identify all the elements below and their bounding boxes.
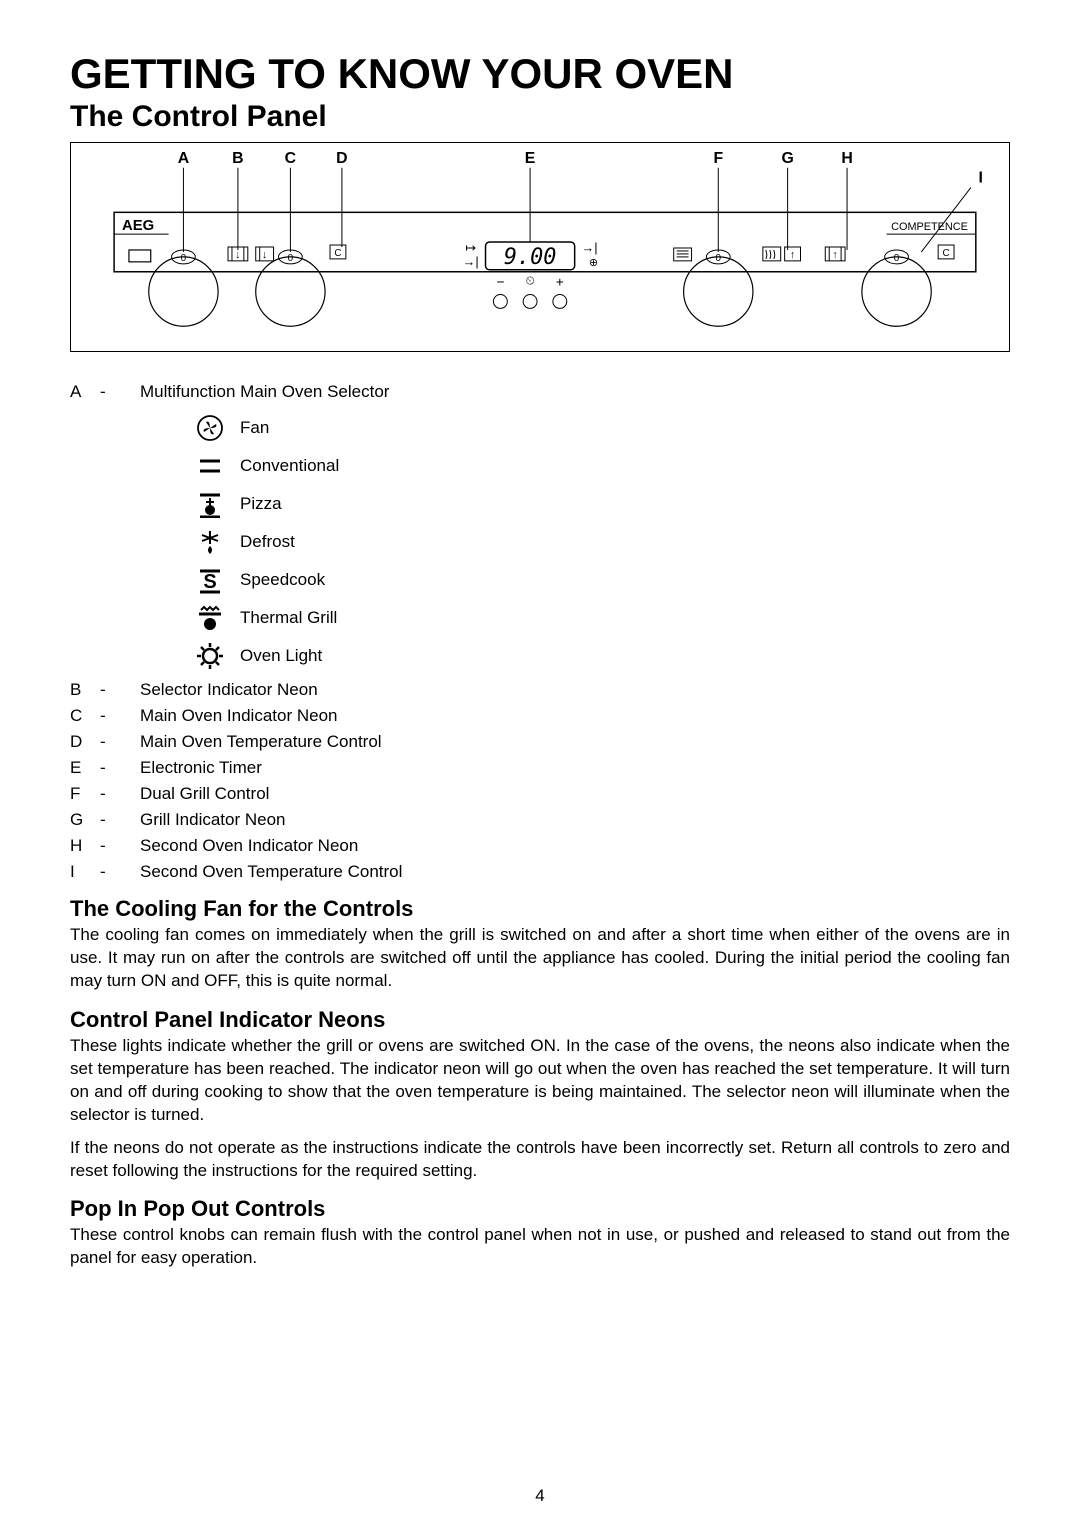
icon-row-speedcook: S Speedcook bbox=[70, 566, 1010, 594]
legend-row-i: I-Second Oven Temperature Control bbox=[70, 862, 1010, 882]
icon-fan-label: Fan bbox=[240, 418, 269, 438]
pop-heading: Pop In Pop Out Controls bbox=[70, 1196, 1010, 1222]
speedcook-icon: S bbox=[196, 566, 224, 594]
knob-f-zero: 0 bbox=[716, 253, 722, 264]
legend-f-text: Dual Grill Control bbox=[140, 784, 269, 804]
legend-c-letter: C bbox=[70, 706, 100, 726]
panel-svg: A B C D E F G H I AEG COMPETENCE 0 ↓ 0 bbox=[71, 143, 1009, 351]
dash: - bbox=[100, 836, 140, 856]
page-subtitle: The Control Panel bbox=[70, 100, 1010, 134]
conventional-icon bbox=[196, 452, 224, 480]
legend-row-f: F-Dual Grill Control bbox=[70, 784, 1010, 804]
legend-e-letter: E bbox=[70, 758, 100, 778]
svg-text:⏲: ⏲ bbox=[525, 274, 534, 288]
control-panel-diagram: A B C D E F G H I AEG COMPETENCE 0 ↓ 0 bbox=[70, 142, 1010, 352]
legend-i-letter: I bbox=[70, 862, 100, 882]
brand-text: AEG bbox=[122, 218, 154, 234]
label-i: I bbox=[979, 170, 983, 187]
dash: - bbox=[100, 862, 140, 882]
icon-conventional-label: Conventional bbox=[240, 456, 339, 476]
legend-i-text: Second Oven Temperature Control bbox=[140, 862, 402, 882]
legend-a-text: Multifunction Main Oven Selector bbox=[140, 382, 389, 402]
legend-row-c: C-Main Oven Indicator Neon bbox=[70, 706, 1010, 726]
legend-c-text: Main Oven Indicator Neon bbox=[140, 706, 338, 726]
thermal-grill-icon bbox=[196, 604, 224, 632]
label-e: E bbox=[525, 150, 536, 167]
legend-row-h: H-Second Oven Indicator Neon bbox=[70, 836, 1010, 856]
oven-light-icon bbox=[196, 642, 224, 670]
legend-row-g: G-Grill Indicator Neon bbox=[70, 810, 1010, 830]
label-f: F bbox=[713, 150, 723, 167]
svg-text:→|: →| bbox=[463, 254, 479, 269]
legend-h-text: Second Oven Indicator Neon bbox=[140, 836, 358, 856]
temp-c-label-d: C bbox=[334, 248, 341, 259]
svg-text:↦: ↦ bbox=[465, 240, 476, 255]
indicator-g-icon: ↑ bbox=[790, 249, 795, 261]
legend-h-letter: H bbox=[70, 836, 100, 856]
legend-a-letter: A bbox=[70, 382, 100, 402]
legend-f-letter: F bbox=[70, 784, 100, 804]
pop-body: These control knobs can remain flush wit… bbox=[70, 1224, 1010, 1270]
pizza-icon bbox=[196, 490, 224, 518]
legend-row-e: E-Electronic Timer bbox=[70, 758, 1010, 778]
legend-g-text: Grill Indicator Neon bbox=[140, 810, 286, 830]
dash: - bbox=[100, 784, 140, 804]
legend-d-text: Main Oven Temperature Control bbox=[140, 732, 382, 752]
legend-e-text: Electronic Timer bbox=[140, 758, 262, 778]
svg-text:→|: →| bbox=[581, 240, 597, 255]
dash: - bbox=[100, 680, 140, 700]
label-g: G bbox=[781, 150, 793, 167]
icon-pizza-label: Pizza bbox=[240, 494, 282, 514]
label-c: C bbox=[285, 150, 296, 167]
legend-row-d: D-Main Oven Temperature Control bbox=[70, 732, 1010, 752]
competence-text: COMPETENCE bbox=[891, 221, 968, 233]
timer-plus-icon: + bbox=[556, 274, 564, 290]
timer-minus-icon: − bbox=[496, 274, 504, 290]
icon-speedcook-label: Speedcook bbox=[240, 570, 325, 590]
dash: - bbox=[100, 706, 140, 726]
indicator-h-icon: ↑ bbox=[832, 249, 837, 261]
icon-row-fan: Fan bbox=[70, 414, 1010, 442]
knob-c-zero: 0 bbox=[288, 253, 294, 264]
neons-body-2: If the neons do not operate as the instr… bbox=[70, 1137, 1010, 1183]
svg-text:⊕: ⊕ bbox=[589, 257, 598, 269]
temp-c-label-i: C bbox=[943, 248, 950, 259]
indicator-b-icon: ↓ bbox=[235, 249, 240, 261]
legend-b-text: Selector Indicator Neon bbox=[140, 680, 318, 700]
icon-row-thermal: Thermal Grill bbox=[70, 604, 1010, 632]
defrost-icon bbox=[196, 528, 224, 556]
dash: - bbox=[100, 810, 140, 830]
icon-row-conventional: Conventional bbox=[70, 452, 1010, 480]
knob-a-zero: 0 bbox=[181, 253, 187, 264]
indicator-c-icon: ↓ bbox=[262, 249, 267, 261]
timer-display: 9.00 bbox=[504, 245, 556, 270]
dash: - bbox=[100, 732, 140, 752]
legend-a-dash: - bbox=[100, 382, 140, 402]
legend-b-letter: B bbox=[70, 680, 100, 700]
legend-row-b: B-Selector Indicator Neon bbox=[70, 680, 1010, 700]
label-b: B bbox=[232, 150, 243, 167]
svg-text:S: S bbox=[203, 571, 216, 593]
legend-a-row: A - Multifunction Main Oven Selector bbox=[70, 382, 1010, 402]
cooling-heading: The Cooling Fan for the Controls bbox=[70, 896, 1010, 922]
fan-icon bbox=[196, 414, 224, 442]
cooling-body: The cooling fan comes on immediately whe… bbox=[70, 924, 1010, 993]
icon-row-defrost: Defrost bbox=[70, 528, 1010, 556]
icon-light-label: Oven Light bbox=[240, 646, 322, 666]
label-h: H bbox=[841, 150, 852, 167]
knob-i-zero: 0 bbox=[894, 253, 900, 264]
neons-body-1: These lights indicate whether the grill … bbox=[70, 1035, 1010, 1127]
icon-thermal-label: Thermal Grill bbox=[240, 608, 337, 628]
page-number: 4 bbox=[0, 1486, 1080, 1506]
label-a: A bbox=[178, 150, 190, 167]
page-title: GETTING TO KNOW YOUR OVEN bbox=[70, 50, 1010, 98]
icon-defrost-label: Defrost bbox=[240, 532, 295, 552]
legend-d-letter: D bbox=[70, 732, 100, 752]
icon-row-pizza: Pizza bbox=[70, 490, 1010, 518]
legend-g-letter: G bbox=[70, 810, 100, 830]
label-d: D bbox=[336, 150, 347, 167]
icon-row-light: Oven Light bbox=[70, 642, 1010, 670]
dash: - bbox=[100, 758, 140, 778]
neons-heading: Control Panel Indicator Neons bbox=[70, 1007, 1010, 1033]
